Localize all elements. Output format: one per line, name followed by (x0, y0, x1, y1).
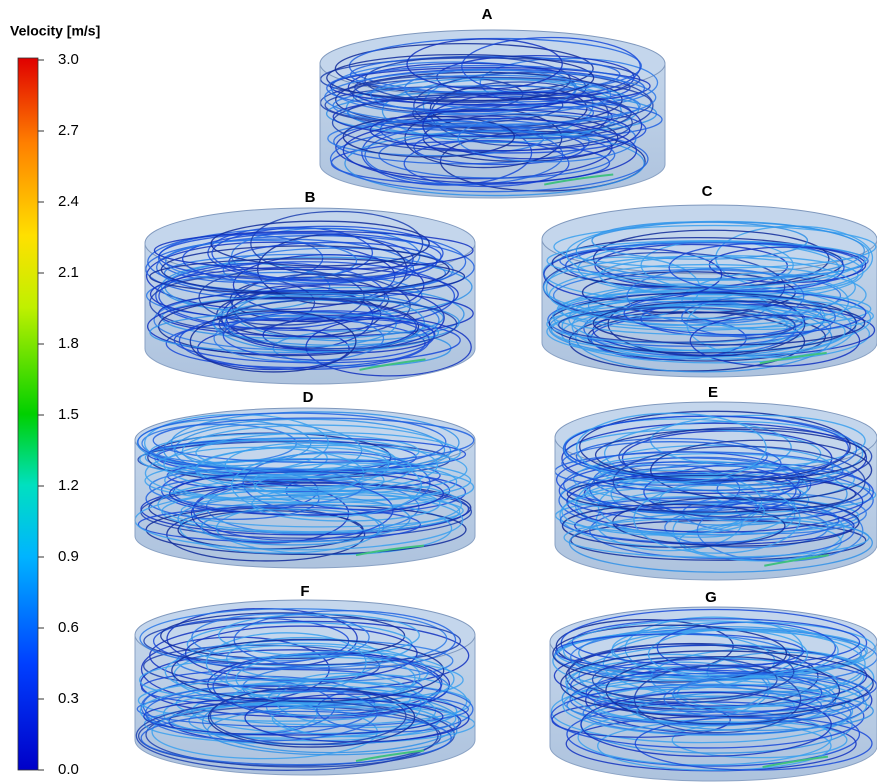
tick-label: 1.2 (58, 477, 79, 494)
panel: C (542, 183, 877, 377)
panel-label: C (702, 183, 713, 200)
panel-label: E (708, 384, 718, 401)
panel: A (320, 6, 665, 198)
tick-label: 1.8 (58, 335, 79, 352)
page: {"colorbar": {"title": "Velocity [m/s]",… (0, 0, 877, 783)
panel: G (550, 589, 877, 781)
panel-label: F (300, 583, 309, 600)
panel-label: B (305, 189, 316, 206)
tick-label: 0.0 (58, 761, 79, 778)
tick-label: 2.7 (58, 122, 79, 139)
tick-label: 2.1 (58, 264, 79, 281)
panel: B (145, 189, 475, 384)
colorbar (18, 58, 38, 770)
panel-label: D (303, 389, 314, 406)
panel: D (135, 389, 475, 568)
panel: F (135, 583, 475, 775)
tick-label: 0.3 (58, 690, 79, 707)
panel-label: G (705, 589, 717, 606)
colorbar-title: Velocity [m/s] (10, 23, 100, 39)
tick-label: 1.5 (58, 406, 79, 423)
tick-label: 3.0 (58, 51, 79, 68)
tick-label: 2.4 (58, 193, 79, 210)
panels: A B C D E F G (135, 6, 877, 781)
panel: E (555, 384, 877, 580)
colorbar-ticks: 3.0 2.7 2.4 2.1 1.8 1.5 1.2 0.9 0.6 0.3 0.0 (38, 51, 79, 778)
tick-label: 0.6 (58, 619, 79, 636)
figure: Velocity [m/s] 3.0 2.7 2.4 2.1 1.8 1.5 1.2 0.9 0… (0, 0, 877, 783)
panel-label: A (482, 6, 493, 23)
tick-label: 0.9 (58, 548, 79, 565)
